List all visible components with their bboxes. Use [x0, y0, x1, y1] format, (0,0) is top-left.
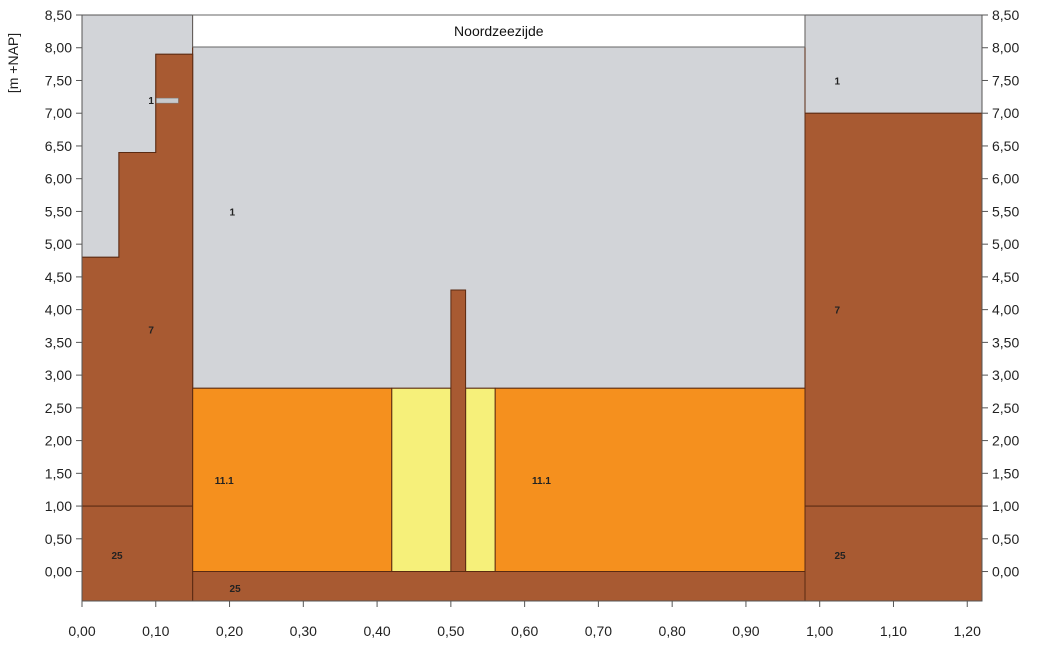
- y-tick-label-left: 7,00: [45, 105, 72, 121]
- y-tick-label-left: 2,00: [45, 433, 72, 449]
- y-tick-label-left: 2,50: [45, 400, 72, 416]
- y-tick-label-right: 7,50: [992, 72, 1019, 88]
- x-tick-label: 0,80: [659, 623, 686, 639]
- axes-layer: 8,50 8,50 8,00 8,00 7,50 7,50 7,00 7,00 6,50 6,50…: [45, 7, 1020, 639]
- x-tick-label: 1,20: [954, 623, 981, 639]
- region-label: 1: [230, 207, 236, 218]
- y-tick-label-left: 0,00: [45, 564, 72, 580]
- region-label: 11.1: [532, 476, 551, 487]
- y-tick-label-left: 8,00: [45, 40, 72, 56]
- chart-title-box: Noordzeezijde: [192, 14, 806, 48]
- y-tick-label-right: 0,00: [992, 564, 1019, 580]
- x-tick-label: 0,20: [216, 623, 243, 639]
- y-tick-label-right: 8,50: [992, 7, 1019, 23]
- region-gray-right-top: [804, 14, 983, 114]
- y-tick-label-right: 2,50: [992, 400, 1019, 416]
- region-label: 25: [230, 584, 242, 595]
- y-tick-label-right: 0,50: [992, 531, 1019, 547]
- region-brown-right-25: [804, 505, 983, 602]
- y-tick-label-right: 7,00: [992, 105, 1019, 121]
- x-tick-label: 1,10: [880, 623, 907, 639]
- y-axis-label: [m +NAP]: [5, 33, 21, 93]
- y-tick-label-left: 4,00: [45, 302, 72, 318]
- region-brown-left-7: [81, 53, 194, 507]
- region-gray-center: [192, 14, 806, 389]
- region-label: 11.1: [215, 476, 234, 487]
- region-label: 1: [148, 96, 154, 107]
- y-tick-label-left: 3,00: [45, 367, 72, 383]
- y-tick-label-right: 3,00: [992, 367, 1019, 383]
- region-yellow-left: [391, 387, 452, 572]
- x-tick-label: 0,70: [585, 623, 612, 639]
- y-tick-label-left: 5,00: [45, 236, 72, 252]
- y-tick-label-left: 3,50: [45, 334, 72, 350]
- region-label: 7: [148, 325, 154, 336]
- region-label: 1: [834, 76, 840, 87]
- x-tick-label: 0,40: [363, 623, 390, 639]
- y-tick-label-right: 4,00: [992, 302, 1019, 318]
- y-tick-label-left: 1,00: [45, 498, 72, 514]
- region-label: 25: [834, 551, 846, 562]
- y-tick-label-right: 6,00: [992, 171, 1019, 187]
- y-tick-label-right: 8,00: [992, 40, 1019, 56]
- chart-title: Noordzeezijde: [454, 23, 544, 39]
- y-tick-label-right: 1,00: [992, 498, 1019, 514]
- region-labels-layer: 1 1 1 7 7 11.1 11.1 25 25 25: [112, 76, 847, 594]
- y-tick-label-left: 0,50: [45, 531, 72, 547]
- region-yellow-right: [465, 387, 496, 572]
- label-leader-bar: [156, 97, 179, 104]
- region-brown-left-25: [81, 505, 194, 602]
- x-tick-label: 1,00: [806, 623, 833, 639]
- y-tick-label-left: 6,00: [45, 171, 72, 187]
- y-tick-label-right: 1,50: [992, 465, 1019, 481]
- y-tick-label-left: 4,50: [45, 269, 72, 285]
- y-tick-label-right: 6,50: [992, 138, 1019, 154]
- y-tick-label-right: 2,00: [992, 433, 1019, 449]
- y-tick-label-left: 1,50: [45, 465, 72, 481]
- x-tick-label: 0,90: [732, 623, 759, 639]
- region-brown-right-7: [804, 112, 983, 507]
- x-tick-label: 0,10: [142, 623, 169, 639]
- x-tick-label: 0,50: [437, 623, 464, 639]
- y-tick-label-right: 5,50: [992, 203, 1019, 219]
- y-tick-label-left: 5,50: [45, 203, 72, 219]
- y-tick-label-left: 7,50: [45, 72, 72, 88]
- y-tick-label-left: 8,50: [45, 7, 72, 23]
- region-brown-bottom-25: [192, 571, 806, 602]
- y-tick-label-right: 3,50: [992, 334, 1019, 350]
- y-tick-label-right: 5,00: [992, 236, 1019, 252]
- y-tick-label-right: 4,50: [992, 269, 1019, 285]
- regions-layer: [81, 14, 983, 602]
- region-label: 25: [112, 551, 124, 562]
- region-label: 7: [834, 306, 840, 317]
- x-tick-label: 0,60: [511, 623, 538, 639]
- y-tick-label-left: 6,50: [45, 138, 72, 154]
- x-tick-label: 0,00: [68, 623, 95, 639]
- region-brown-center-pole: [450, 289, 467, 572]
- x-tick-label: 0,30: [290, 623, 317, 639]
